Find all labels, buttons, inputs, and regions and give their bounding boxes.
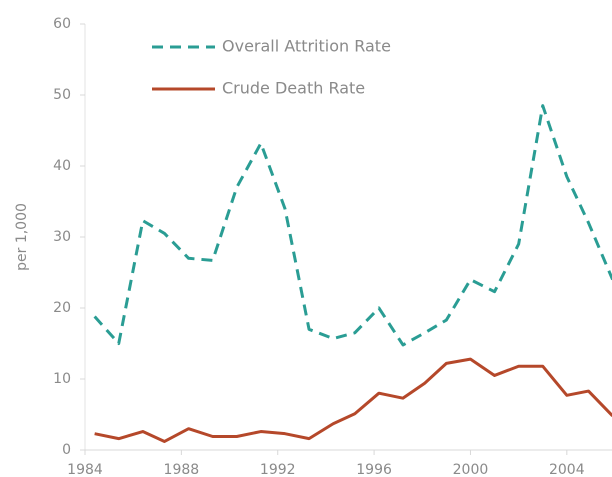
x-tick-label: 1988: [164, 462, 200, 477]
y-tick-label: 60: [53, 16, 71, 32]
x-tick-label: 1992: [260, 462, 296, 477]
y-tick-label: 50: [53, 87, 71, 103]
x-tick-label: 2004: [549, 462, 585, 477]
y-tick-label: 20: [53, 300, 71, 316]
line-series: [93, 104, 612, 347]
line-series: [94, 357, 612, 443]
x-tick-label: 2000: [453, 462, 489, 477]
y-tick-label: 30: [53, 229, 71, 245]
y-tick-label: 10: [53, 371, 71, 387]
y-tick-label: 40: [53, 158, 71, 174]
x-tick-label: 1996: [356, 462, 392, 477]
y-tick-label: 0: [62, 442, 71, 458]
legend-label: Overall Attrition Rate: [222, 37, 391, 56]
x-tick-label: 1984: [67, 462, 103, 477]
y-axis-label: per 1,000: [14, 203, 30, 271]
legend-label: Crude Death Rate: [222, 79, 365, 98]
